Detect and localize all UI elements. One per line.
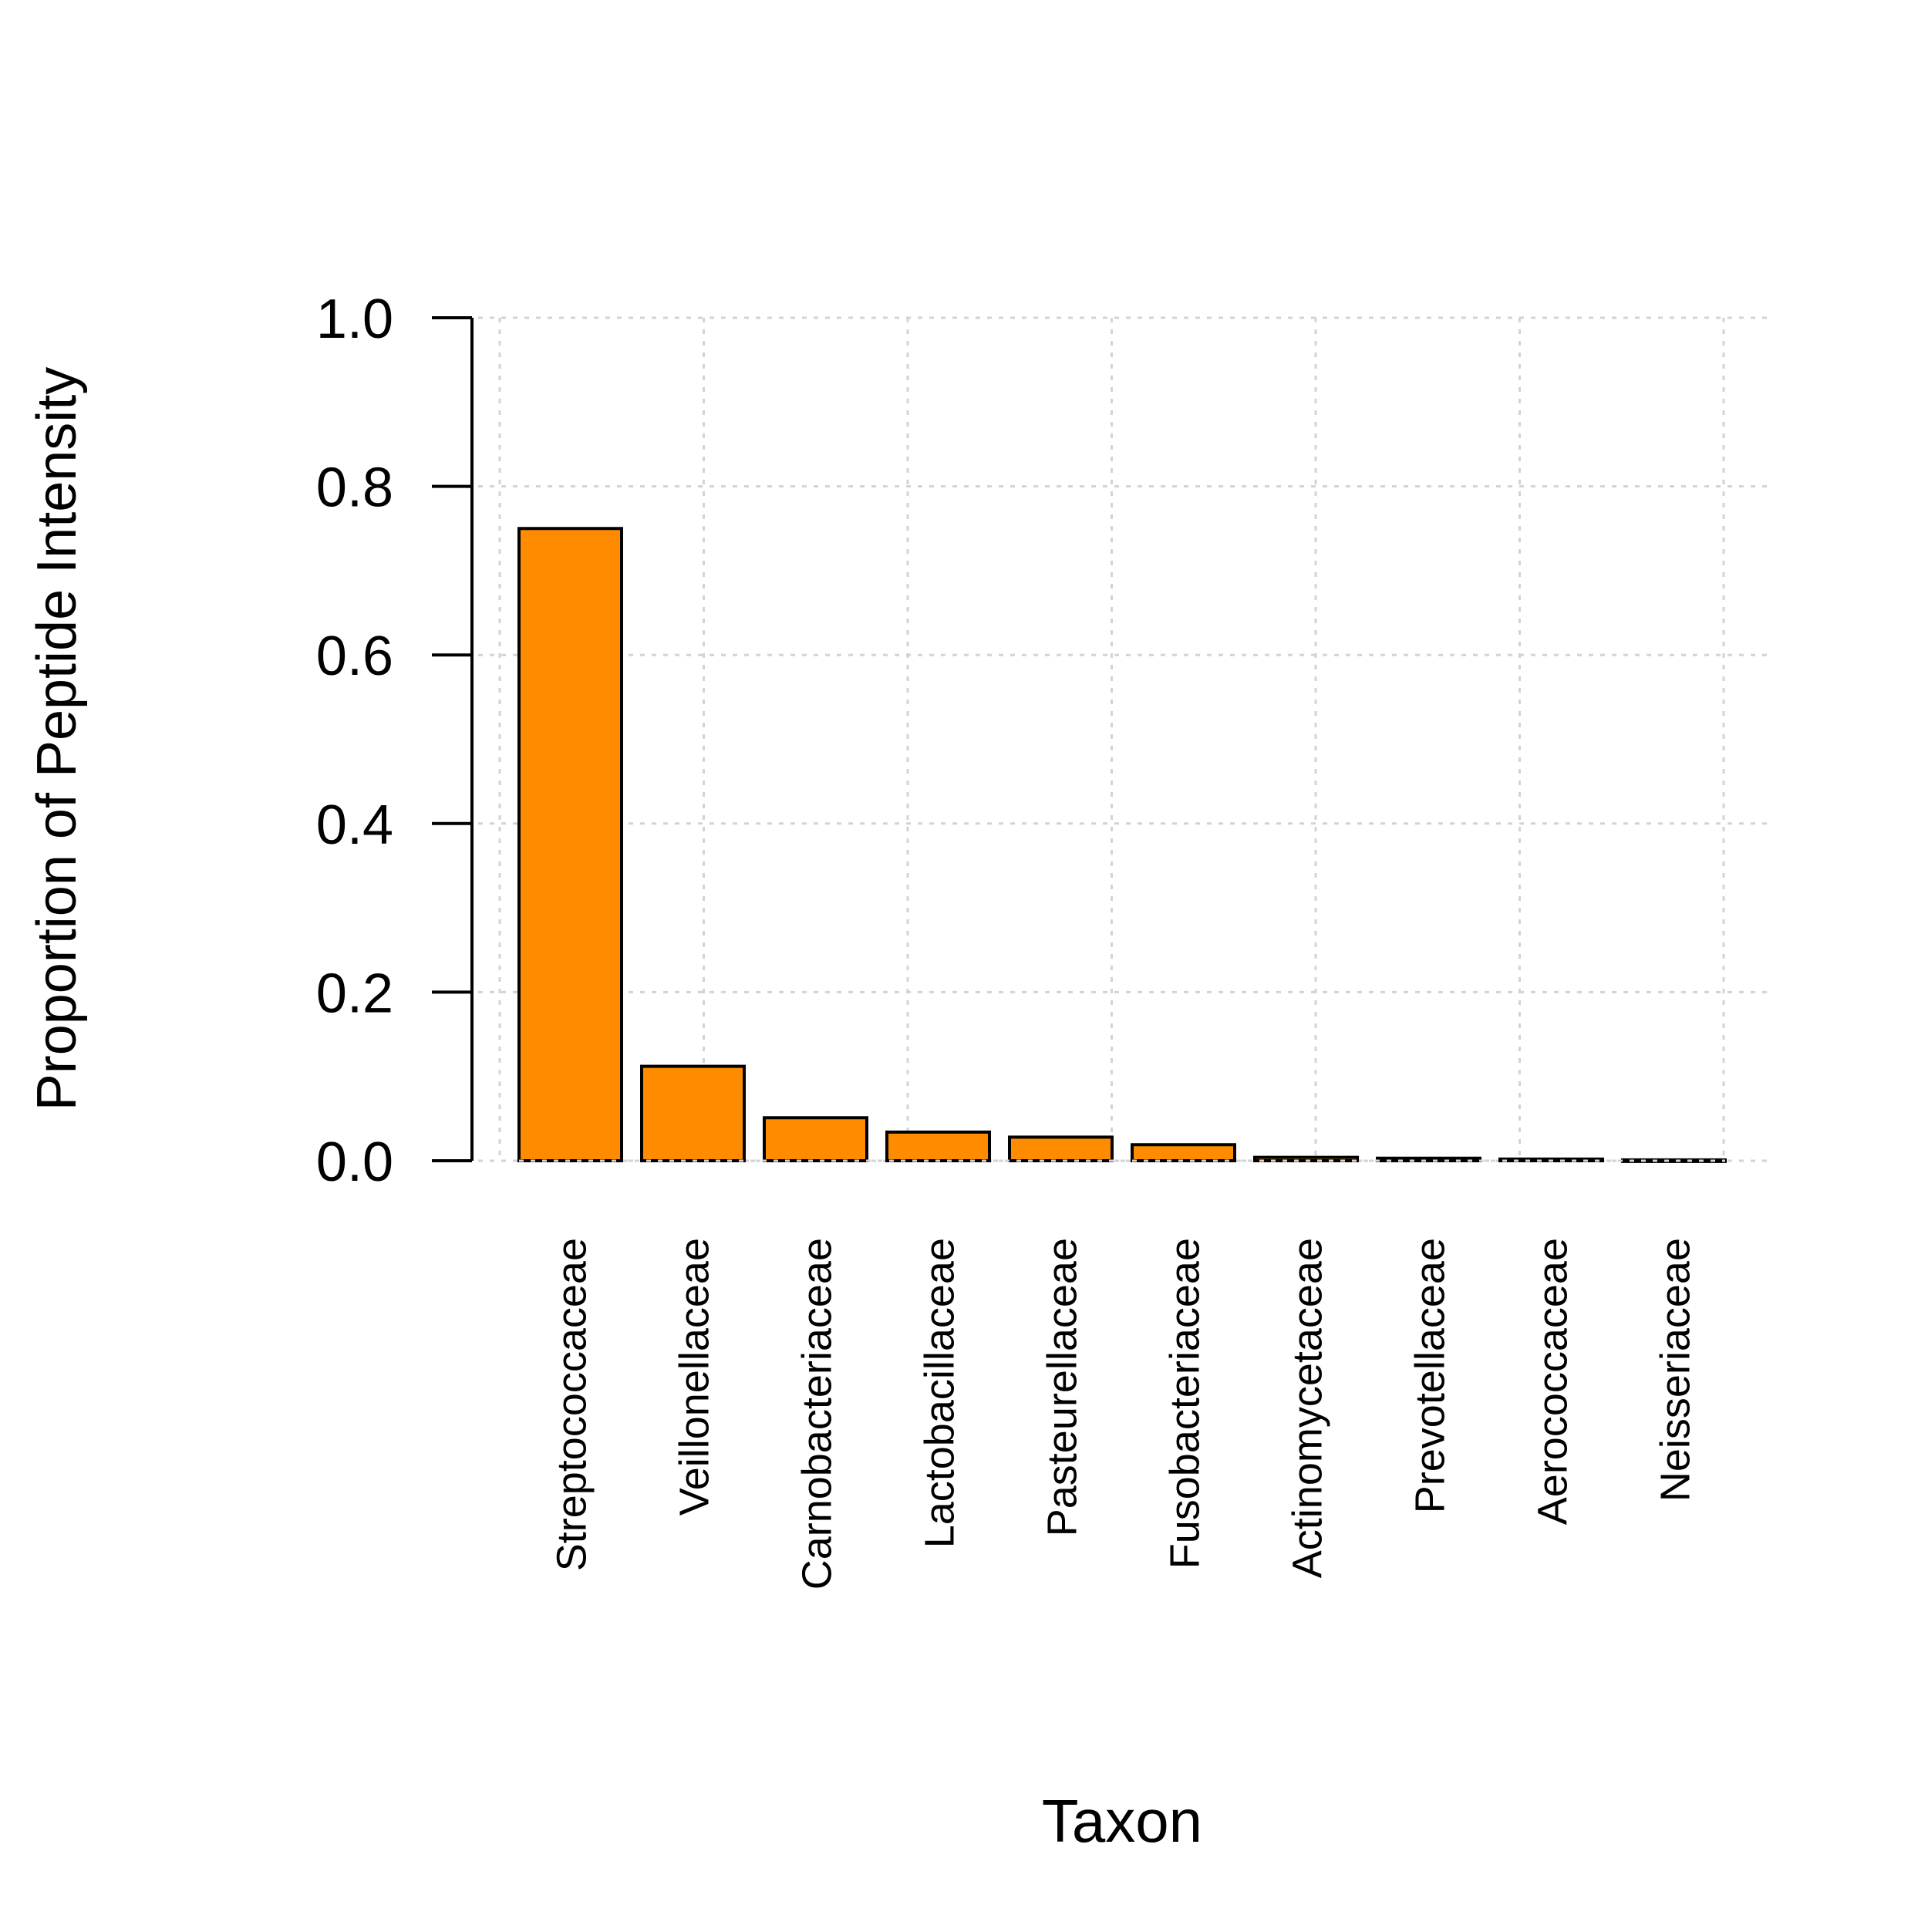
y-axis-label: Proportion of Peptide Intensity (26, 367, 88, 1111)
bar-layer (517, 527, 1727, 1163)
x-tick-label-actinomycetaceae: Actinomycetaceae (1285, 1238, 1331, 1578)
x-tick-label-carnobacteriaceae: Carnobacteriaceae (794, 1238, 841, 1590)
bar-streptococcaceae (517, 527, 623, 1162)
bar-neisseriaceae (1621, 1158, 1727, 1163)
bar-fusobacteriaceae (1131, 1143, 1236, 1163)
x-tick-label-streptococcaceae: Streptococcaceae (549, 1238, 595, 1571)
bar-prevotellaceae (1376, 1156, 1481, 1162)
y-tick-label-2: 0.4 (316, 794, 393, 856)
y-tick-label-3: 0.6 (316, 625, 393, 687)
grid-layer (478, 316, 1770, 1162)
x-tick-label-prevotellaceae: Prevotellaceae (1407, 1238, 1454, 1513)
x-tick-label-fusobacteriaceae: Fusobacteriaceae (1162, 1238, 1208, 1569)
x-tick-label-neisseriaceae: Neisseriaceae (1653, 1238, 1699, 1502)
y-tick-label-1: 0.2 (316, 963, 393, 1024)
y-tick-label-4: 0.8 (316, 457, 393, 519)
x-tick-label-lactobacillaceae: Lactobacillaceae (917, 1238, 963, 1548)
bar-carnobacteriaceae (763, 1116, 868, 1162)
x-axis-label: Taxon (1042, 1787, 1202, 1855)
bar-lactobacillaceae (885, 1130, 991, 1163)
y-axis: 0.0 0.2 0.4 0.6 0.8 1.0 (316, 288, 474, 1193)
bar-veillonellaceae (640, 1064, 746, 1162)
x-tick-label-pasteurellaceae: Pasteurellaceae (1040, 1238, 1086, 1536)
bar-pasteurellaceae (1008, 1135, 1114, 1162)
y-tick-label-5: 1.0 (316, 288, 393, 350)
y-tick-label-0: 0.0 (316, 1131, 393, 1193)
x-tick-labels: Streptococcaceae Veillonellaceae Carnobact… (549, 1238, 1699, 1590)
x-tick-label-veillonellaceae: Veillonellaceae (672, 1238, 718, 1516)
x-tick-label-aerococcaceae: Aerococcaceae (1530, 1238, 1576, 1525)
